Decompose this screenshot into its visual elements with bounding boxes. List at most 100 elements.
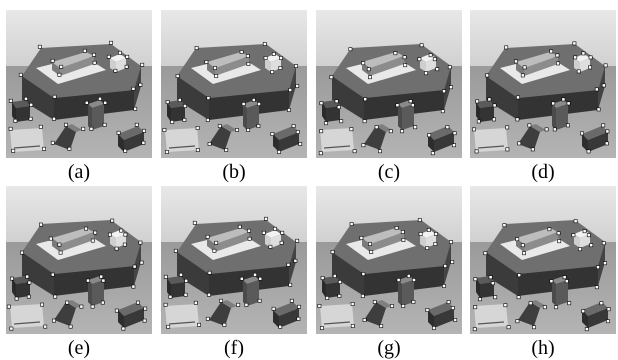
corner-marker [40, 302, 44, 307]
corner-marker [401, 238, 406, 242]
corner-marker [440, 109, 445, 114]
corner-marker [67, 146, 72, 151]
corner-marker [257, 298, 262, 303]
corner-marker [573, 55, 578, 60]
corner-marker [388, 129, 393, 134]
corner-markers [472, 41, 610, 154]
corner-marker [140, 62, 145, 67]
corner-marker [360, 294, 365, 298]
corner-marker [184, 278, 189, 283]
corner-marker [195, 126, 200, 130]
corner-marker [119, 228, 124, 233]
corner-marker [516, 295, 521, 300]
corner-marker [472, 127, 476, 132]
caption-d: (d) [531, 161, 555, 183]
figure-panel-g [316, 186, 462, 334]
corner-marker [52, 116, 56, 121]
corner-marker [175, 74, 180, 78]
corner-marker [606, 319, 610, 324]
corner-marker [572, 41, 577, 46]
corner-marker [256, 124, 261, 128]
corner-marker [114, 246, 119, 251]
corner-marker [319, 101, 324, 106]
corner-marker [26, 294, 31, 299]
corner-marker [604, 141, 609, 146]
corner-marker [100, 300, 105, 305]
corner-marker [452, 143, 456, 148]
corner-marker [214, 74, 219, 78]
corner-marker [251, 98, 256, 102]
corner-marker [515, 319, 520, 324]
corner-marker [408, 99, 413, 104]
corner-marker [212, 248, 217, 253]
corner-marker [289, 298, 294, 303]
corner-marker [288, 88, 293, 92]
corner-marker [319, 129, 324, 134]
corner-marker [445, 125, 450, 130]
corner-marker [82, 48, 87, 53]
corner-marker [449, 240, 453, 244]
corner-marker [118, 50, 122, 55]
corner-marker [551, 101, 556, 106]
corner-marker [336, 105, 341, 110]
corner-marker [372, 300, 377, 304]
corner-marker [403, 63, 408, 68]
corner-marker [596, 265, 600, 270]
corner-marker [261, 230, 266, 235]
corner-marker [432, 326, 436, 330]
corner-marker [413, 125, 418, 130]
corner-marker [411, 300, 416, 304]
corner-marker [42, 146, 46, 151]
corner-marker [81, 126, 86, 131]
corner-marker [348, 47, 353, 52]
corner-marker [493, 295, 498, 300]
corner-marker [505, 125, 510, 130]
corner-marker [555, 53, 560, 58]
corner-marker [412, 278, 416, 282]
corner-marker [332, 274, 337, 278]
corner-marker [134, 122, 139, 127]
corner-marker [239, 276, 244, 281]
corner-marker [594, 285, 599, 290]
corner-marker [295, 238, 300, 243]
corner-marker [515, 237, 520, 242]
corner-marker [338, 280, 342, 284]
corner-marker [173, 248, 178, 253]
corner-marker [53, 294, 58, 299]
corner-marker [279, 240, 284, 245]
corner-marker [142, 318, 147, 323]
corner-marker [103, 100, 108, 105]
corner-marker [179, 272, 183, 277]
corner-marker [108, 232, 112, 237]
corner-marker [13, 118, 18, 123]
corner-marker [564, 279, 569, 284]
corner-marker [20, 250, 24, 255]
corner-marker [247, 236, 252, 241]
corner-marker [584, 327, 589, 332]
corner-markers [162, 42, 303, 154]
corner-marker [116, 130, 121, 135]
corner-marker [122, 242, 127, 247]
corner-marker [544, 127, 549, 132]
corner-marker [287, 108, 291, 112]
corner-marker [566, 123, 570, 128]
corner-marker [29, 102, 34, 107]
corner-marker [532, 325, 536, 330]
corner-marker [193, 300, 198, 305]
corner-marker [37, 44, 42, 49]
corner-marker [447, 65, 452, 70]
corner-markers [317, 218, 458, 330]
corner-marker [530, 147, 535, 152]
corner-marker [503, 303, 508, 308]
corner-marker [517, 273, 522, 278]
corner-marker [235, 128, 239, 132]
corner-marker [92, 52, 96, 57]
corner-marker [14, 296, 19, 301]
corner-marker [433, 242, 438, 246]
corner-marker [528, 301, 533, 306]
corner-marker [473, 277, 478, 282]
corner-marker [504, 45, 509, 50]
corner-marker [603, 261, 607, 266]
figure-panel-a [6, 10, 152, 158]
corner-marker [213, 66, 217, 70]
